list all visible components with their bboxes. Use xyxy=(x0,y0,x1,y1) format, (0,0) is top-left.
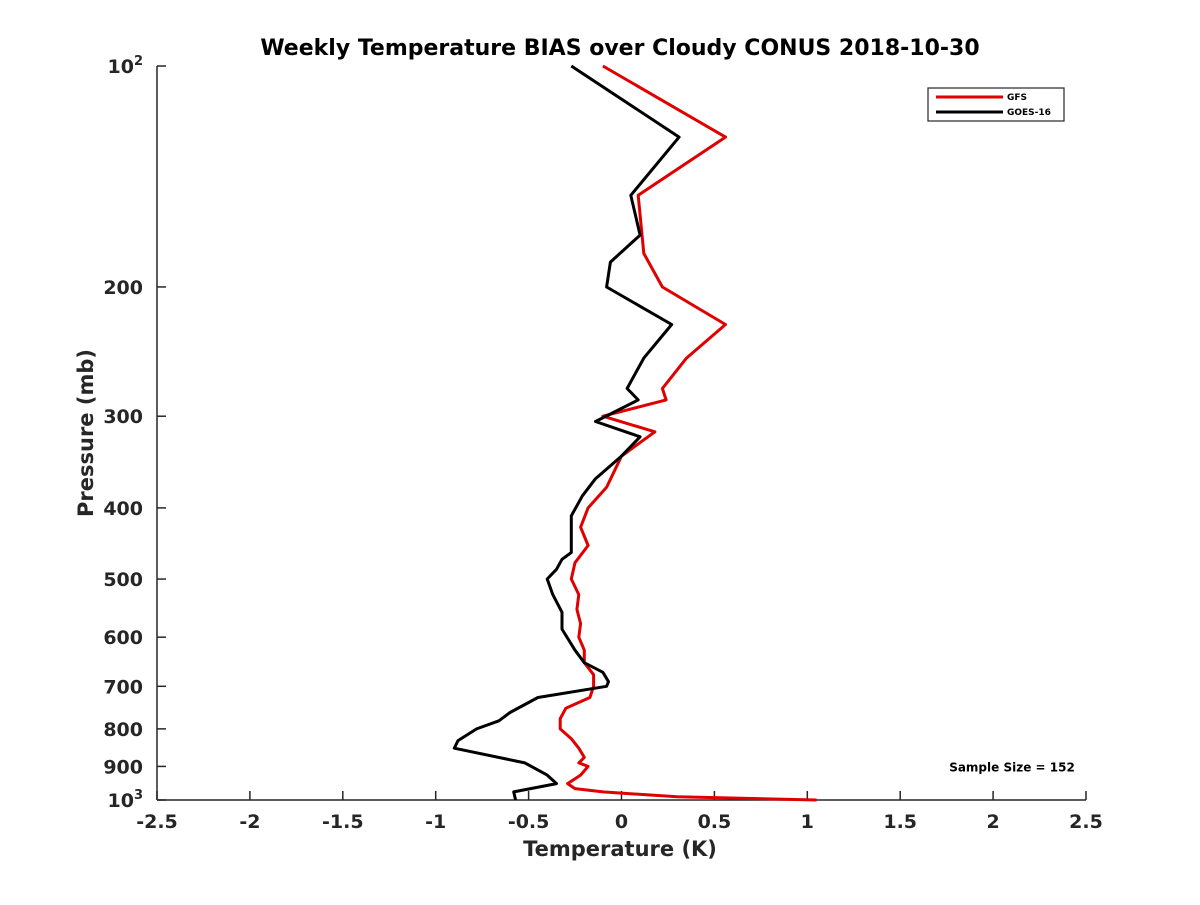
y-tick-label: 800 xyxy=(103,719,143,741)
x-tick-label: -1 xyxy=(425,811,446,833)
x-tick-label: -2.5 xyxy=(136,811,178,833)
chart-title: Weekly Temperature BIAS over Cloudy CONU… xyxy=(260,36,979,61)
x-tick-label: 1 xyxy=(801,811,814,833)
annotations: Sample Size = 152 xyxy=(949,760,1075,774)
y-tick-label: 600 xyxy=(103,627,143,649)
legend: GFS GOES-16 xyxy=(927,87,1065,122)
legend-label: GFS xyxy=(1007,93,1027,103)
y-tick-label: 500 xyxy=(103,569,143,591)
x-tick-label: 2 xyxy=(986,811,999,833)
y-tick-label: 400 xyxy=(103,498,143,520)
y-tick-label: 200 xyxy=(103,277,143,299)
data-series xyxy=(452,64,817,802)
y-tick-label: 900 xyxy=(103,756,143,778)
axes: -2.5 -2 -1.5 -1 -0.5 0 0.5 1 1.5 2 2.5 102 200 300 400… xyxy=(103,54,1103,833)
x-tick-label: -2 xyxy=(239,811,260,833)
y-axis-label: Pressure (mb) xyxy=(74,349,98,517)
sample-size-annotation: Sample Size = 152 xyxy=(949,760,1075,774)
x-axis-label: Temperature (K) xyxy=(523,837,717,861)
series-line-gfs xyxy=(558,64,817,802)
x-tick-label: -0.5 xyxy=(508,811,550,833)
x-tick-label: 0 xyxy=(615,811,628,833)
series-line-goes-16 xyxy=(452,64,681,801)
x-tick-label: 0.5 xyxy=(698,811,732,833)
y-tick-label: 300 xyxy=(103,406,143,428)
x-tick-label: 1.5 xyxy=(883,811,917,833)
x-tick-label: -1.5 xyxy=(322,811,364,833)
x-tick-label: 2.5 xyxy=(1069,811,1103,833)
legend-box xyxy=(927,87,1065,122)
y-tick-label: 103 xyxy=(108,788,144,812)
y-tick-label: 700 xyxy=(103,676,143,698)
y-tick-label: 102 xyxy=(108,54,144,78)
legend-label: GOES-16 xyxy=(1007,108,1051,118)
